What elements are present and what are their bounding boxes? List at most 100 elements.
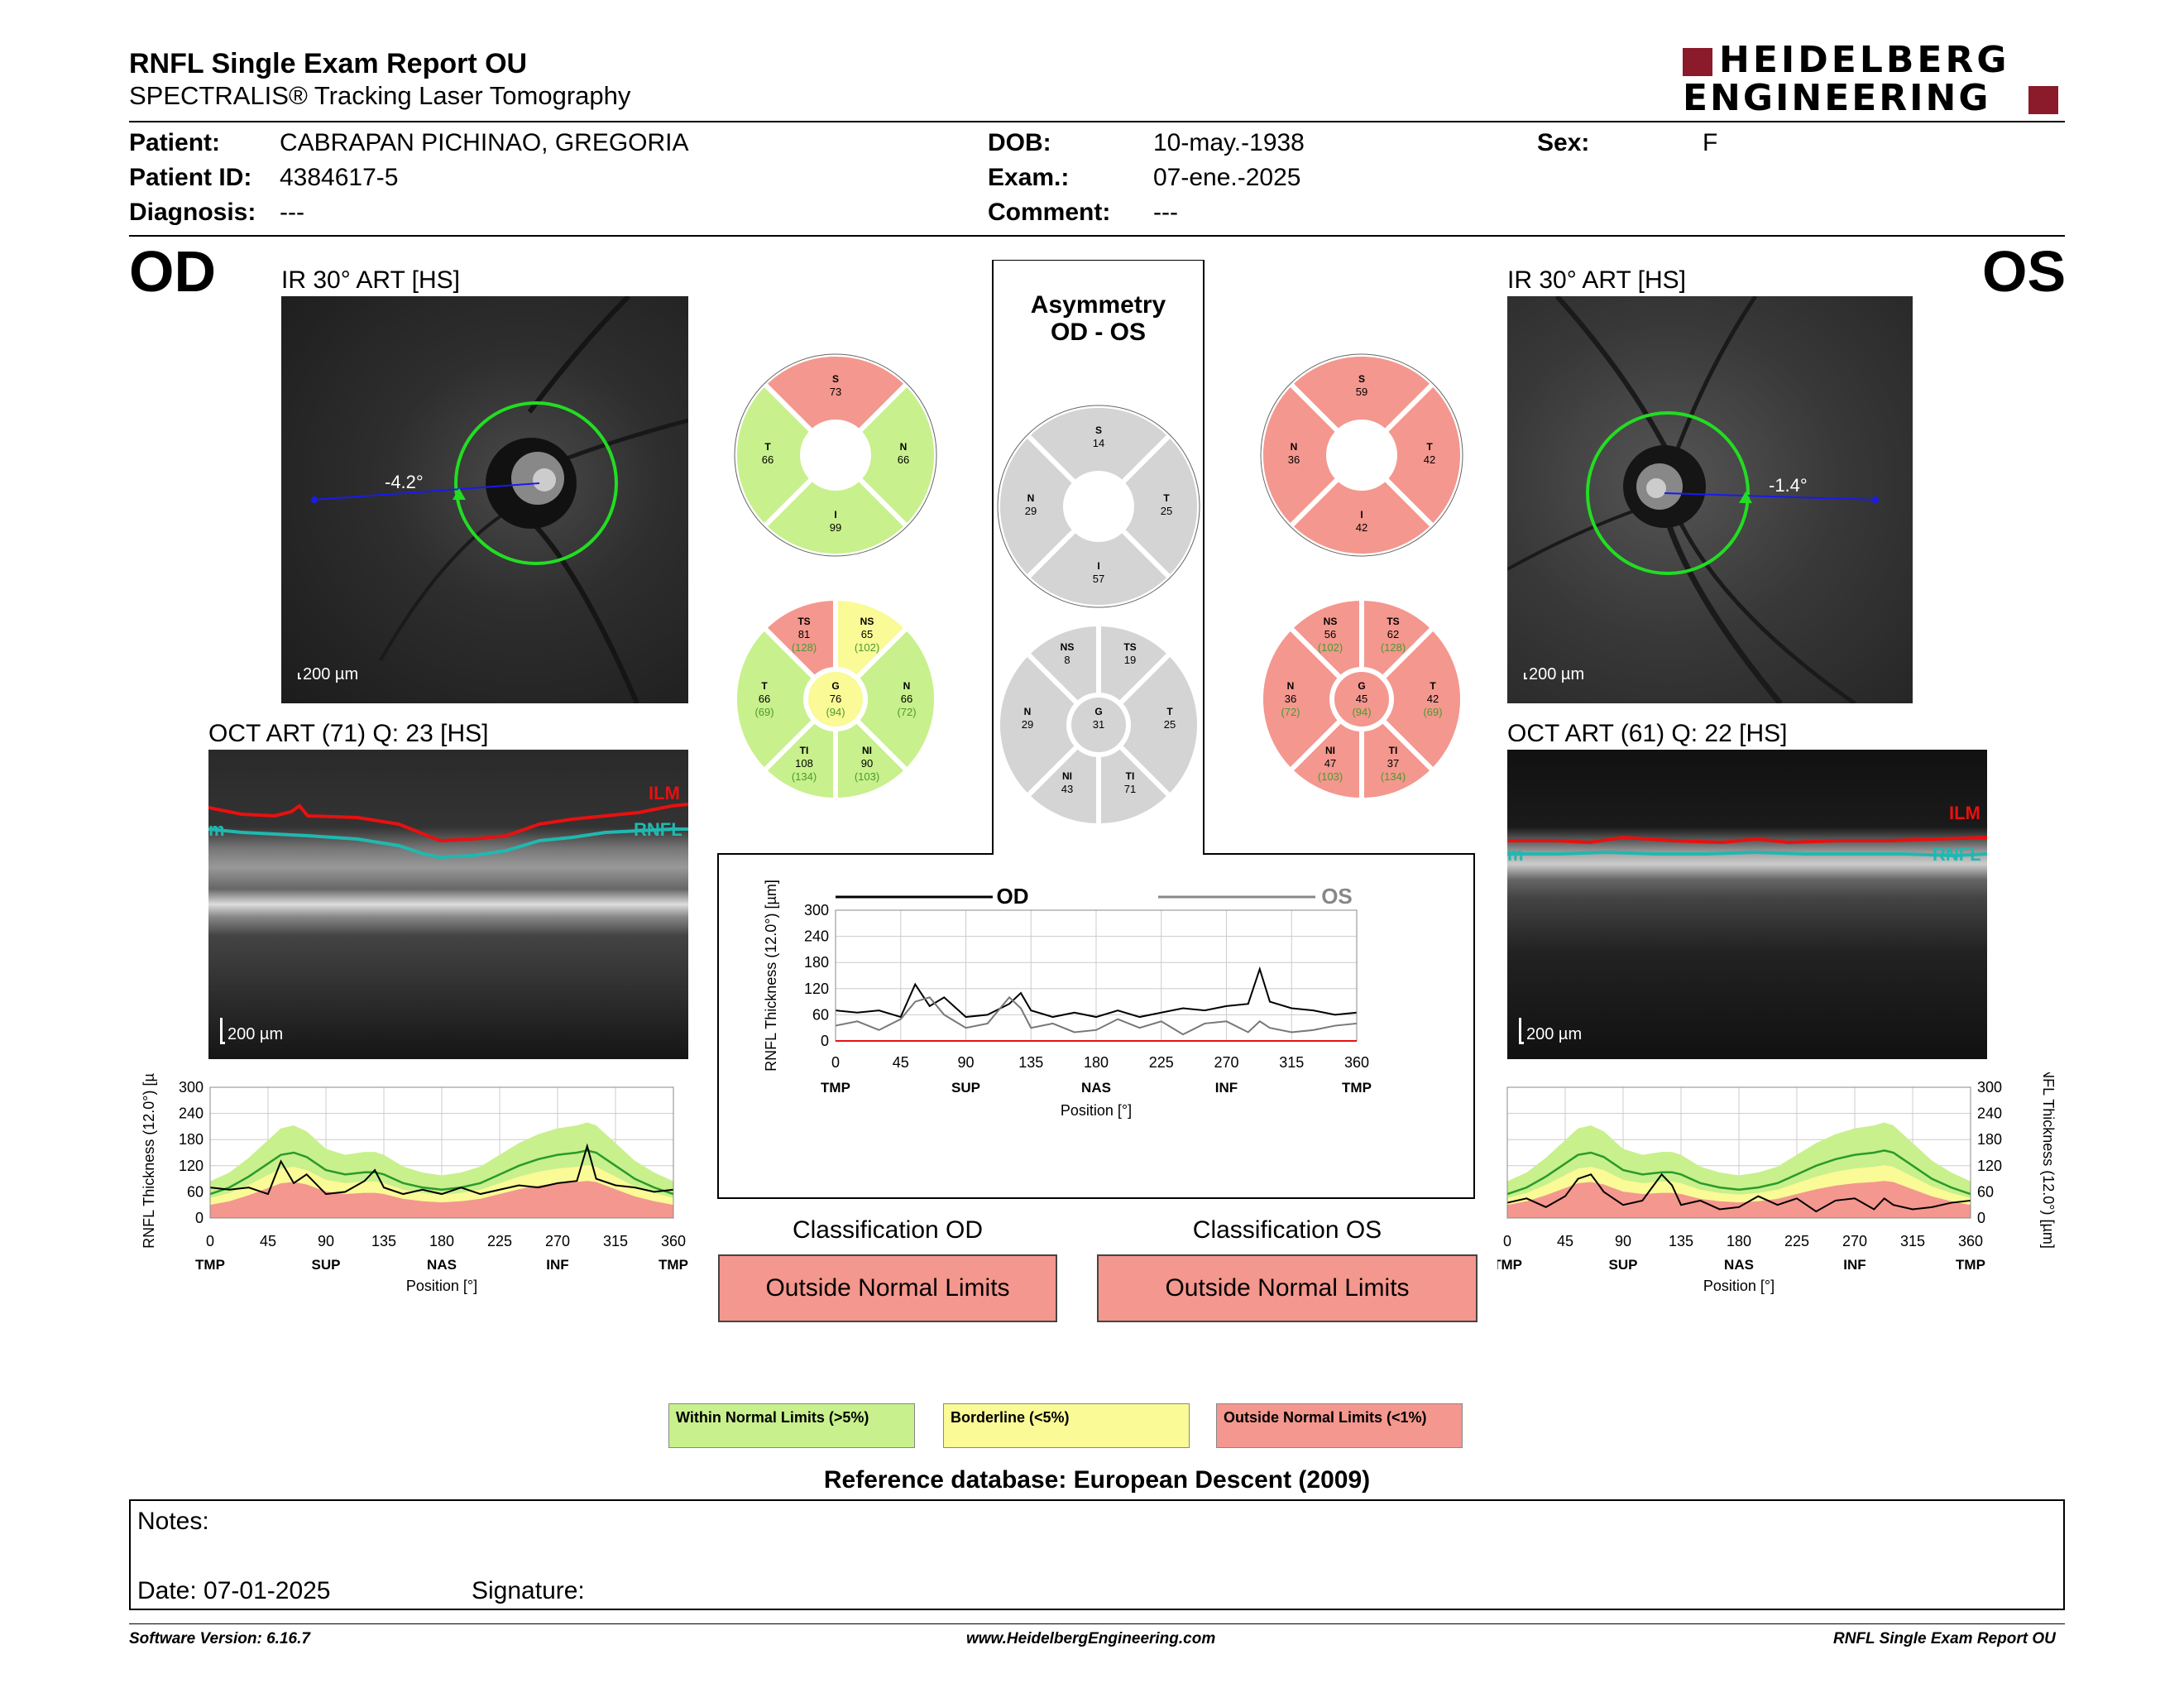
od-chart-xtick: 180 — [429, 1233, 454, 1249]
svg-text:8: 8 — [1064, 654, 1070, 666]
svg-text:29: 29 — [1022, 718, 1033, 731]
svg-text:G: G — [1094, 706, 1102, 717]
center-xtick: 270 — [1214, 1054, 1238, 1071]
os-chart-ytick: 300 — [1977, 1079, 2002, 1096]
asymmetry-quadrant-circle: S14 T25 I57 N29 — [995, 403, 1202, 610]
svg-text:T: T — [1163, 492, 1170, 504]
asymmetry-sector-circle-sector-t — [1116, 650, 1202, 800]
svg-text:TS: TS — [1123, 641, 1136, 653]
os-oct-scale: 200 µm — [1519, 1018, 1582, 1044]
asymmetry-sector-circle-sector-g — [1071, 698, 1126, 752]
svg-text:66: 66 — [762, 453, 774, 466]
svg-text:(69): (69) — [754, 706, 774, 718]
center-ytick: 300 — [804, 902, 829, 918]
asymmetry-sector-circle-sector-ni — [1023, 742, 1101, 829]
od-chart-outside-band — [210, 1181, 673, 1218]
svg-text:T: T — [1426, 441, 1433, 453]
notes-box: Notes: Date: 07-01-2025 Signature: — [129, 1499, 2065, 1610]
svg-text:43: 43 — [1061, 783, 1073, 795]
od-ilm-label: ILM — [649, 783, 680, 803]
patient-id-label: Patient ID: — [129, 164, 252, 191]
os-chart-ylabel: RNFL Thickness (12.0°) [µm] — [2040, 1072, 2057, 1249]
os-fundus-image: -1.4° 200 µm — [1507, 296, 1913, 703]
svg-text:45: 45 — [1356, 693, 1367, 705]
center-xtick: 360 — [1344, 1054, 1369, 1071]
od-chart-xtick: 90 — [318, 1233, 334, 1249]
svg-text:TS: TS — [797, 616, 810, 627]
classification-od-box: Outside Normal Limits — [718, 1254, 1057, 1322]
center-region-label: INF — [1215, 1080, 1238, 1096]
svg-text:T: T — [764, 441, 771, 453]
os-chart-mean-line — [1506, 1149, 1971, 1196]
od-fundus-image: -4.2° 200 µm — [281, 296, 688, 703]
od-chart-xtick: 270 — [545, 1233, 570, 1249]
os-chart-ytick: 240 — [1977, 1105, 2002, 1122]
svg-text:TS: TS — [1387, 616, 1399, 627]
center-region-label: TMP — [1342, 1080, 1372, 1096]
os-oct-label: OCT ART (61) Q: 22 [HS] — [1507, 720, 1788, 747]
od-sector-circle-sector-ti — [760, 717, 838, 803]
notes-signature: Signature: — [472, 1577, 585, 1604]
od-chart-ytick: 300 — [179, 1079, 204, 1096]
svg-text:NI: NI — [1325, 745, 1335, 756]
svg-text:(72): (72) — [1281, 706, 1300, 718]
od-angle: -4.2° — [385, 472, 424, 492]
asymmetry-sector-circle-sector-ns — [1023, 621, 1101, 707]
asymmetry-sector-circle-sector-ti — [1096, 742, 1174, 829]
svg-text:(134): (134) — [792, 770, 817, 783]
od-sector-circle-sector-g — [808, 672, 863, 727]
notes-label: Notes: — [137, 1508, 209, 1535]
os-ir-scale: 200 µm — [1524, 665, 1584, 684]
svg-text:T: T — [1430, 680, 1436, 692]
od-chart-xtick: 315 — [603, 1233, 628, 1249]
svg-text:T: T — [1166, 706, 1173, 717]
classification-os-label: Classification OS — [1192, 1216, 1382, 1244]
od-chart-mean-line — [209, 1149, 674, 1196]
od-chart-region-label: TMP — [659, 1257, 688, 1273]
od-chart-ytick: 240 — [179, 1105, 204, 1122]
svg-text:73: 73 — [830, 386, 841, 398]
svg-text:62: 62 — [1387, 628, 1399, 640]
center-xtick: 45 — [893, 1054, 909, 1071]
dob-label: DOB: — [988, 129, 1051, 156]
svg-text:I: I — [834, 509, 836, 520]
svg-text:NS: NS — [1061, 641, 1075, 653]
svg-text:(103): (103) — [1318, 770, 1343, 783]
asymmetry-sector-circle-sector-n — [995, 650, 1081, 800]
od-oct-bscan: ILM RNFL m 200 µm — [208, 750, 688, 1059]
od-rnfl-label: RNFL — [634, 819, 682, 840]
svg-text:I: I — [1097, 560, 1099, 572]
svg-text:36: 36 — [1288, 453, 1300, 466]
legend-borderline: Borderline (<5%) — [943, 1403, 1190, 1448]
svg-text:42: 42 — [1356, 521, 1367, 534]
svg-text:29: 29 — [1025, 505, 1037, 517]
svg-text:S: S — [832, 373, 839, 385]
svg-text:S: S — [1095, 424, 1102, 436]
svg-text:66: 66 — [759, 693, 770, 705]
od-chart-xtick: 360 — [661, 1233, 686, 1249]
classification-os-box: Outside Normal Limits — [1097, 1254, 1478, 1322]
os-sector-circle-sector-n — [1258, 624, 1344, 774]
svg-text:(69): (69) — [1423, 706, 1442, 718]
svg-text:25: 25 — [1164, 718, 1176, 731]
sex-label: Sex: — [1537, 129, 1590, 156]
svg-text:(94): (94) — [826, 706, 845, 718]
center-legend-od: OD — [997, 884, 1029, 909]
od-chart-xtick: 135 — [371, 1233, 396, 1249]
center-xtick: 225 — [1149, 1054, 1174, 1071]
od-chart-region-label: INF — [546, 1257, 568, 1273]
od-chart-ytick: 180 — [179, 1131, 204, 1148]
od-sector-circle-sector-ts — [760, 595, 838, 682]
center-ytick: 120 — [804, 981, 829, 997]
asymmetry-frame — [717, 260, 1475, 1199]
od-eye-label: OD — [129, 239, 216, 304]
svg-text:S: S — [1358, 373, 1365, 385]
od-chart-xtick: 225 — [487, 1233, 512, 1249]
legend-within-normal: Within Normal Limits (>5%) — [668, 1403, 915, 1448]
svg-text:108: 108 — [795, 757, 813, 770]
od-sector-circle-sector-n — [853, 624, 939, 774]
svg-text:(134): (134) — [1381, 770, 1406, 783]
svg-text:42: 42 — [1424, 453, 1435, 466]
